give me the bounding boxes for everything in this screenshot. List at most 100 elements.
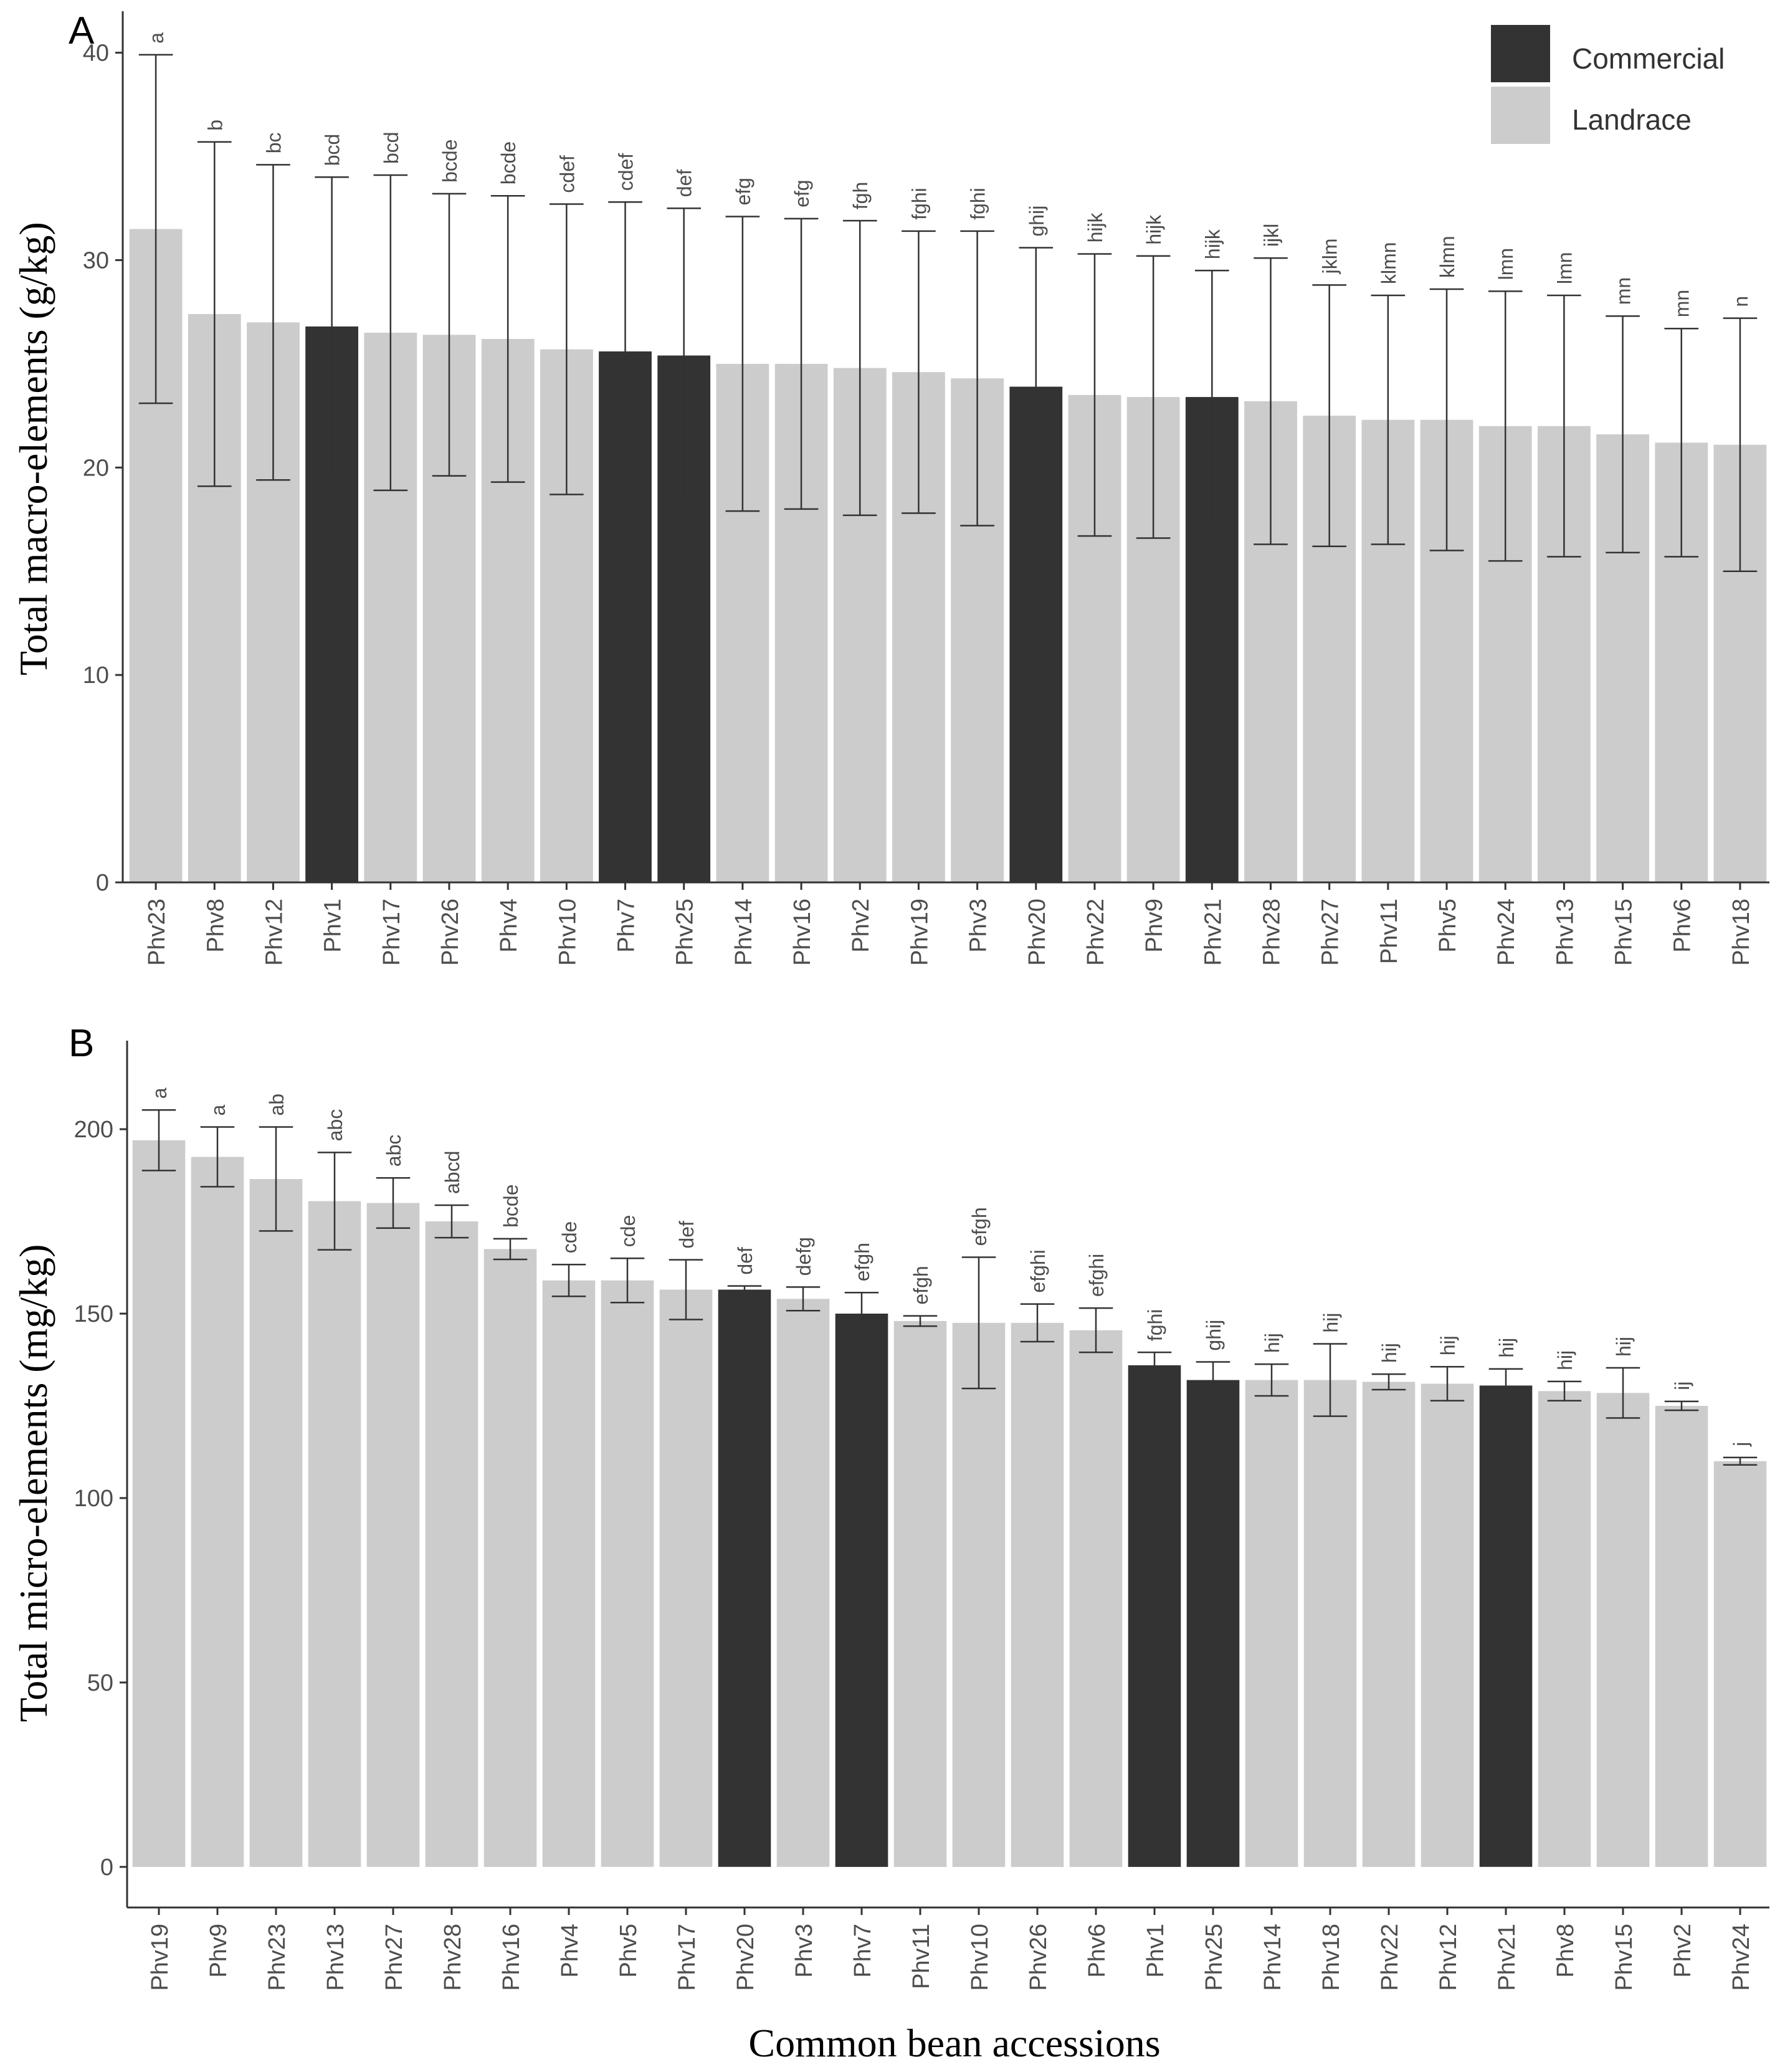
error-bar-phv6 xyxy=(1078,1307,1113,1353)
error-bar-phv15 xyxy=(1606,315,1640,554)
error-bar-phv14 xyxy=(725,216,760,512)
significance-letter: efgh xyxy=(851,1243,873,1281)
significance-letter: a xyxy=(207,1105,229,1116)
significance-letter: hijk xyxy=(1084,212,1107,242)
panel-b: B a a ab abc abc abcd bcde cde cde def def defg efgh… xyxy=(11,1022,1769,1991)
error-bar-phv16 xyxy=(784,217,819,510)
x-tick-label: Phv17 xyxy=(379,899,405,966)
significance-letter: mn xyxy=(1671,290,1693,317)
x-tick-label: Phv9 xyxy=(1141,899,1168,953)
error-bar-phv28 xyxy=(434,1204,469,1239)
x-tick-label: Phv26 xyxy=(437,899,464,966)
y-axis-ticks-a: 0 10 20 30 40 xyxy=(83,41,123,896)
x-axis-title: Common bean accessions xyxy=(748,2021,1160,2065)
error-bar-phv8 xyxy=(197,141,232,487)
bar-phv18 xyxy=(1303,1380,1357,1867)
bar-phv21 xyxy=(1479,1385,1533,1867)
significance-letter: hijk xyxy=(1201,229,1224,259)
x-tick-label: Phv19 xyxy=(907,899,933,966)
bar-phv28 xyxy=(425,1221,478,1867)
significance-letter: ghij xyxy=(1202,1320,1225,1351)
x-tick-label: Phv6 xyxy=(1670,899,1696,953)
x-tick-label: Phv18 xyxy=(1318,1924,1345,1991)
bars-a xyxy=(129,229,1767,882)
x-tick-label: Phv22 xyxy=(1083,899,1109,966)
error-bar-phv18 xyxy=(1723,317,1758,572)
error-bar-phv10 xyxy=(550,203,584,495)
significance-letter: lmn xyxy=(1553,252,1576,284)
x-tick-label: Phv15 xyxy=(1611,899,1637,966)
significance-letter: hij xyxy=(1261,1333,1283,1353)
error-bar-phv22 xyxy=(1371,1373,1406,1391)
significance-letter: efghi xyxy=(1027,1249,1049,1292)
x-tick-label: Phv3 xyxy=(791,1924,817,1978)
x-tick-label: Phv28 xyxy=(440,1924,466,1991)
error-bar-phv24 xyxy=(1488,290,1523,562)
significance-letter: bcde xyxy=(497,141,520,184)
x-tick-label: Phv24 xyxy=(1493,899,1520,966)
error-bar-phv21 xyxy=(1194,269,1229,525)
y-tick-label: 0 xyxy=(100,1855,113,1881)
bar-phv16 xyxy=(483,1249,537,1867)
y-tick-label: 100 xyxy=(74,1486,113,1512)
error-bar-phv16 xyxy=(493,1238,528,1261)
error-bar-phv25 xyxy=(667,207,702,504)
significance-letter: bcde xyxy=(439,140,461,183)
significance-letter: efgh xyxy=(910,1266,932,1304)
bar-phv9 xyxy=(191,1157,244,1867)
significance-letter: klmn xyxy=(1378,242,1400,284)
significance-letter: ghij xyxy=(1026,206,1048,237)
x-tick-label: Phv20 xyxy=(733,1924,759,1991)
x-tick-label: Phv6 xyxy=(1084,1924,1110,1978)
x-axis-ticks-a: Phv23 Phv8 Phv12 Phv1 Phv17 Phv26 Phv4 Phv10 Phv… xyxy=(144,882,1754,966)
significance-letter: abc xyxy=(324,1109,346,1142)
error-bar-phv13 xyxy=(317,1152,352,1251)
significance-letter: efg xyxy=(732,178,754,205)
error-bar-phv18 xyxy=(1313,1343,1348,1417)
significance-letter: bcd xyxy=(380,131,402,164)
x-tick-label: Phv25 xyxy=(1201,1924,1227,1991)
significance-letter: fghi xyxy=(908,188,930,220)
y-tick-label: 40 xyxy=(83,41,109,67)
x-tick-label: Phv27 xyxy=(381,1924,407,1991)
x-tick-label: Phv2 xyxy=(848,899,874,953)
bar-phv25 xyxy=(1186,1380,1240,1867)
y-tick-label: 30 xyxy=(83,247,109,274)
x-tick-label: Phv10 xyxy=(555,899,581,966)
bar-phv7 xyxy=(835,1314,888,1867)
x-tick-label: Phv21 xyxy=(1494,1924,1520,1991)
bar-phv14 xyxy=(1245,1380,1298,1867)
significance-letter: abcd xyxy=(441,1151,464,1194)
bar-phv20 xyxy=(718,1289,771,1867)
significance-letter: hij xyxy=(1554,1350,1576,1370)
x-tick-label: Phv1 xyxy=(320,899,346,953)
error-bar-phv20 xyxy=(1019,247,1054,527)
x-tick-label: Phv2 xyxy=(1670,1924,1696,1978)
y-tick-label: 20 xyxy=(83,455,109,481)
bar-phv8 xyxy=(1538,1391,1591,1867)
error-bar-phv26 xyxy=(432,193,467,477)
x-tick-label: Phv8 xyxy=(1553,1924,1579,1978)
significance-letter: hij xyxy=(1378,1343,1401,1363)
y-tick-label: 150 xyxy=(74,1301,113,1327)
x-tick-label: Phv17 xyxy=(674,1924,700,1991)
significance-letter: cde xyxy=(558,1221,581,1254)
significance-letter: def xyxy=(734,1247,756,1275)
legend-key-commercial xyxy=(1491,25,1550,82)
bar-phv12 xyxy=(1421,1383,1474,1867)
error-bar-phv20 xyxy=(727,1285,762,1294)
x-tick-label: Phv23 xyxy=(144,899,170,966)
x-tick-label: Phv16 xyxy=(498,1924,525,1991)
error-bar-phv28 xyxy=(1254,257,1288,545)
significance-letter: hij xyxy=(1495,1338,1518,1358)
significance-letter: bcde xyxy=(500,1185,522,1228)
error-bars-a xyxy=(138,54,1758,572)
y-axis-ticks-b: 0 50 100 150 200 xyxy=(74,1117,127,1881)
x-tick-label: Phv3 xyxy=(966,899,992,953)
error-bar-phv25 xyxy=(1196,1361,1230,1399)
x-tick-label: Phv11 xyxy=(908,1924,935,1989)
y-tick-label: 50 xyxy=(87,1670,113,1696)
bar-phv3 xyxy=(776,1299,830,1867)
bar-phv17 xyxy=(659,1289,713,1867)
